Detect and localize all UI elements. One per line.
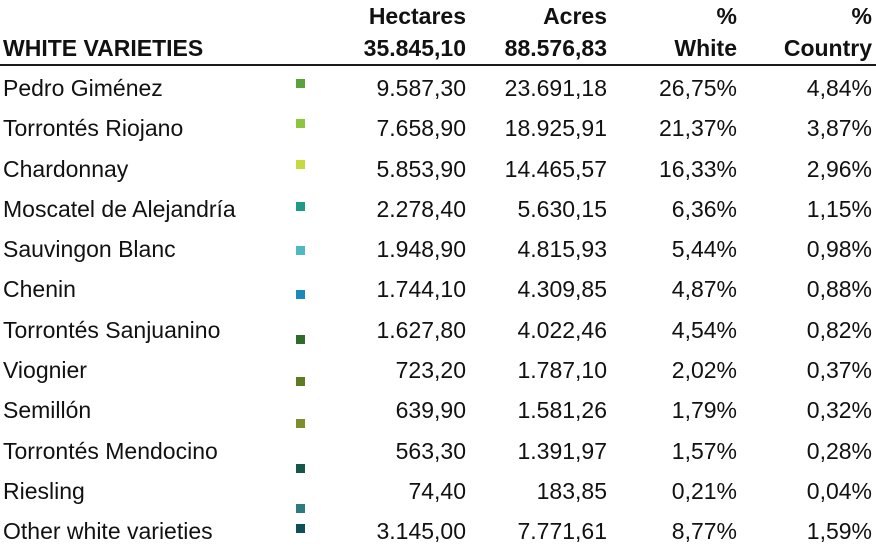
variety-name: Semillón bbox=[3, 397, 92, 424]
pct-white-value: 4,54% bbox=[671, 316, 737, 343]
pct-white-value: 4,87% bbox=[671, 276, 737, 303]
table-row: Riesling 74,40 183,85 0,21% 0,04% bbox=[0, 471, 876, 513]
pct-country-value: 0,04% bbox=[806, 477, 872, 504]
hectares-value: 563,30 bbox=[395, 437, 466, 464]
acres-value: 1.787,10 bbox=[517, 357, 607, 384]
table-header: WHITE VARIETIES Hectares 35.845,10 Acres… bbox=[0, 0, 876, 66]
pct-country-value: 0,88% bbox=[806, 276, 872, 303]
pct-white-value: 6,36% bbox=[671, 195, 737, 222]
color-swatch bbox=[296, 524, 305, 534]
hectares-value: 1.627,80 bbox=[376, 316, 466, 343]
table-row: Chenin 1.744,10 4.309,85 4,87% 0,88% bbox=[0, 269, 876, 309]
hectares-header: Hectares bbox=[368, 3, 466, 29]
table-body: Pedro Giménez 9.587,30 23.691,18 26,75% 4,84… bbox=[0, 68, 876, 552]
pct-country-value: 0,28% bbox=[806, 437, 872, 464]
variety-name: Torrontés Riojano bbox=[3, 115, 184, 142]
pct-country-value: 2,96% bbox=[806, 155, 872, 182]
pct-white-header-symbol: % bbox=[716, 3, 737, 29]
pct-country-value: 1,59% bbox=[806, 518, 872, 545]
pct-white-value: 1,79% bbox=[671, 397, 737, 424]
pct-white-value: 0,21% bbox=[671, 477, 737, 504]
acres-value: 183,85 bbox=[536, 477, 607, 504]
table-row: Sauvingon Blanc 1.948,90 4.815,93 5,44% 0,98… bbox=[0, 229, 876, 269]
table-title: WHITE VARIETIES bbox=[3, 35, 204, 61]
variety-name: Riesling bbox=[3, 477, 85, 504]
hectares-value: 1.948,90 bbox=[376, 236, 466, 263]
pct-country-value: 0,82% bbox=[806, 316, 872, 343]
acres-value: 18.925,91 bbox=[504, 115, 607, 142]
acres-value: 4.815,93 bbox=[517, 236, 607, 263]
hectares-value: 1.744,10 bbox=[376, 276, 466, 303]
pct-country-value: 3,87% bbox=[806, 115, 872, 142]
pct-white-value: 26,75% bbox=[658, 75, 737, 101]
table-row: Semillón 639,90 1.581,26 1,79% 0,32% bbox=[0, 390, 876, 430]
color-swatch bbox=[296, 463, 305, 473]
acres-value: 4.022,46 bbox=[517, 316, 607, 343]
color-swatch bbox=[296, 503, 305, 513]
hectares-value: 3.145,00 bbox=[376, 518, 466, 545]
acres-total: 88.576,83 bbox=[504, 35, 607, 61]
pct-white-header-label: White bbox=[674, 35, 737, 61]
hectares-value: 5.853,90 bbox=[376, 155, 466, 182]
acres-value: 1.581,26 bbox=[517, 397, 607, 424]
variety-name: Sauvingon Blanc bbox=[3, 236, 176, 263]
color-swatch bbox=[296, 419, 305, 429]
table-row: Other white varieties 3.145,00 7.771,61 8,7… bbox=[0, 511, 876, 551]
table-row: Torrontés Sanjuanino 1.627,80 4.022,46 4,54… bbox=[0, 310, 876, 350]
hectares-value: 639,90 bbox=[395, 397, 466, 424]
pct-country-value: 0,98% bbox=[806, 236, 872, 263]
pct-white-value: 2,02% bbox=[671, 357, 737, 384]
hectares-value: 74,40 bbox=[408, 477, 466, 504]
pct-white-value: 8,77% bbox=[671, 518, 737, 545]
table-row: Chardonnay 5.853,90 14.465,57 16,33% 2,96% bbox=[0, 149, 876, 189]
hectares-value: 723,20 bbox=[395, 357, 466, 384]
hectares-value: 2.278,40 bbox=[376, 195, 466, 222]
color-swatch bbox=[296, 377, 305, 387]
pct-white-value: 21,37% bbox=[658, 115, 737, 142]
pct-country-header-symbol: % bbox=[851, 3, 872, 29]
color-swatch bbox=[296, 119, 305, 129]
variety-name: Chenin bbox=[3, 276, 76, 303]
variety-name: Torrontés Mendocino bbox=[3, 437, 218, 464]
acres-value: 23.691,18 bbox=[504, 75, 607, 101]
variety-name: Moscatel de Alejandría bbox=[3, 195, 236, 222]
table-row: Moscatel de Alejandría 2.278,40 5.630,15 6,… bbox=[0, 189, 876, 229]
acres-value: 14.465,57 bbox=[504, 155, 607, 182]
color-swatch bbox=[296, 79, 305, 88]
variety-name: Viognier bbox=[3, 357, 87, 384]
color-swatch bbox=[296, 334, 305, 344]
acres-value: 5.630,15 bbox=[517, 195, 607, 222]
table-row: Pedro Giménez 9.587,30 23.691,18 26,75% 4,84… bbox=[0, 68, 876, 108]
acres-value: 4.309,85 bbox=[517, 276, 607, 303]
pct-white-value: 5,44% bbox=[671, 236, 737, 263]
acres-header: Acres bbox=[543, 3, 607, 29]
color-swatch bbox=[296, 290, 305, 300]
color-swatch bbox=[296, 159, 305, 169]
pct-country-value: 0,37% bbox=[806, 357, 872, 384]
hectares-value: 9.587,30 bbox=[376, 75, 466, 101]
hectares-value: 7.658,90 bbox=[376, 115, 466, 142]
variety-name: Pedro Giménez bbox=[3, 75, 163, 101]
table-row: Viognier 723,20 1.787,10 2,02% 0,37% bbox=[0, 350, 876, 390]
hectares-total: 35.845,10 bbox=[363, 35, 466, 61]
color-swatch bbox=[296, 201, 305, 211]
color-swatch bbox=[296, 246, 305, 256]
pct-white-value: 16,33% bbox=[658, 155, 737, 182]
acres-value: 7.771,61 bbox=[517, 518, 607, 545]
table-row: Torrontés Riojano 7.658,90 18.925,91 21,37%… bbox=[0, 108, 876, 148]
pct-country-value: 1,15% bbox=[806, 195, 872, 222]
variety-name: Torrontés Sanjuanino bbox=[3, 316, 221, 343]
pct-white-value: 1,57% bbox=[671, 437, 737, 464]
pct-country-header-label: Country bbox=[783, 35, 872, 61]
acres-value: 1.391,97 bbox=[517, 437, 607, 464]
table-row: Torrontés Mendocino 563,30 1.391,97 1,57% 0,… bbox=[0, 431, 876, 473]
variety-name: Chardonnay bbox=[3, 155, 129, 182]
pct-country-value: 0,32% bbox=[806, 397, 872, 424]
pct-country-value: 4,84% bbox=[806, 75, 872, 101]
variety-name: Other white varieties bbox=[3, 518, 213, 545]
